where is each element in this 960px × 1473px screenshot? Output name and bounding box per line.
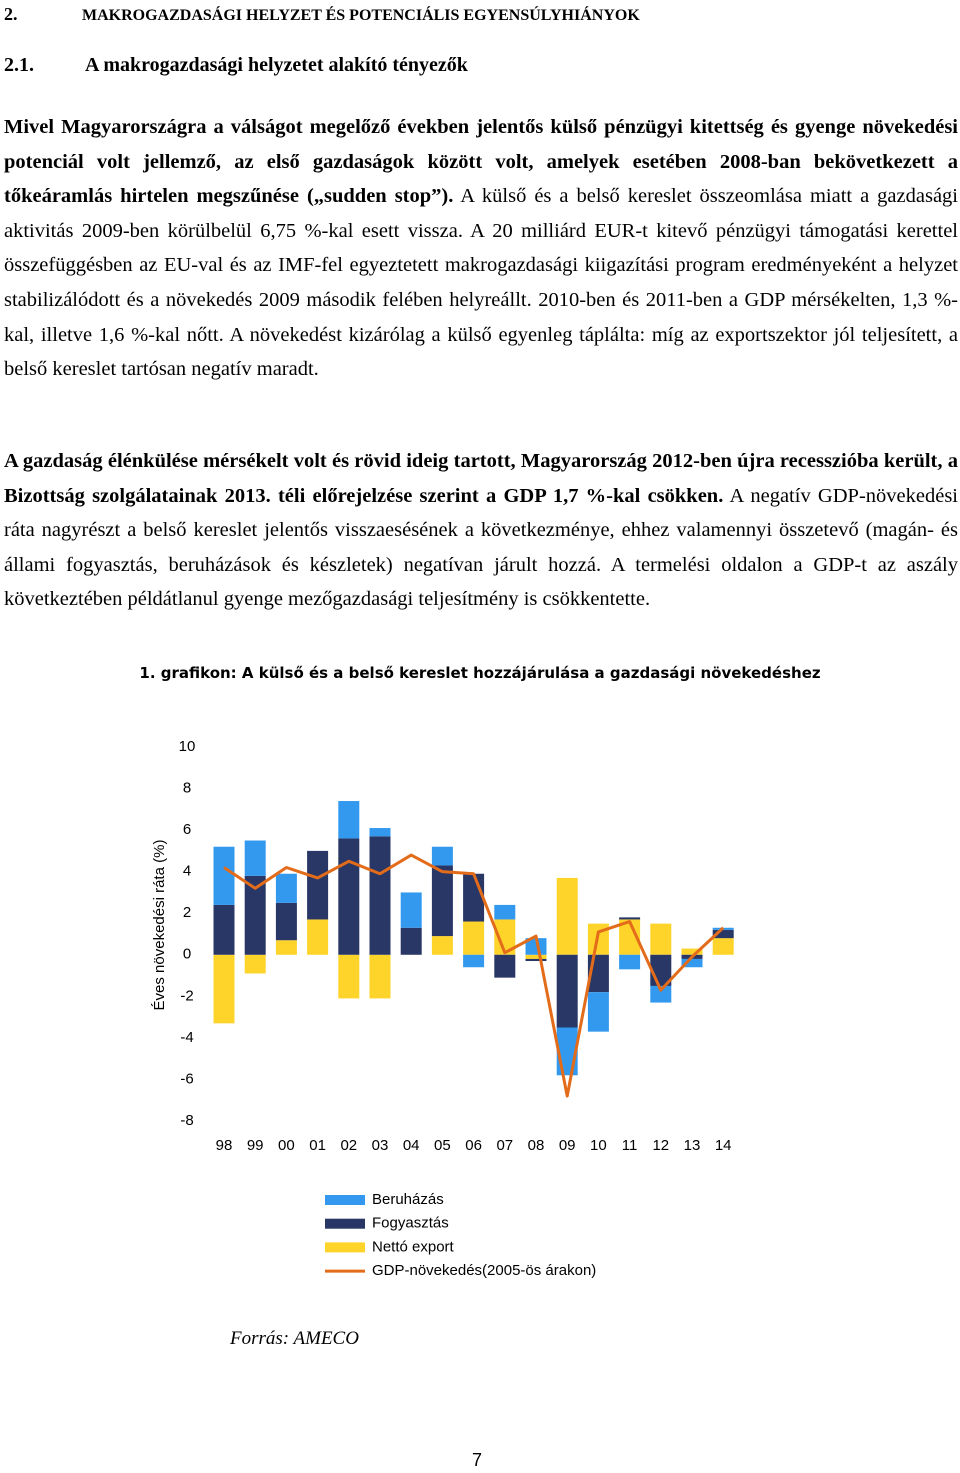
x-tick-label: 14 bbox=[715, 1137, 732, 1154]
page-number: 7 bbox=[472, 1450, 483, 1470]
bar bbox=[525, 938, 547, 955]
x-tick-label: 07 bbox=[496, 1137, 513, 1154]
x-tick-label: 11 bbox=[622, 1137, 638, 1154]
legend-label: Fogyasztás bbox=[372, 1215, 449, 1232]
heading-title: MAKROGAZDASÁGI HELYZET ÉS POTENCIÁLIS EG… bbox=[82, 7, 640, 24]
bar bbox=[681, 958, 703, 968]
y-tick-label: 6 bbox=[183, 821, 191, 838]
bar bbox=[307, 919, 329, 955]
x-tick-label: 13 bbox=[684, 1137, 701, 1154]
bar bbox=[463, 921, 485, 955]
subheading: 2.1. A makrogazdasági helyzetet alakító … bbox=[4, 54, 468, 77]
line bbox=[223, 853, 725, 1098]
bar bbox=[681, 948, 703, 955]
bar bbox=[494, 954, 516, 978]
bar bbox=[587, 992, 609, 1032]
y-tick-label: 2 bbox=[183, 904, 191, 921]
y-tick-label: 10 bbox=[179, 738, 196, 755]
legend-label: Beruházás bbox=[372, 1191, 444, 1208]
bar bbox=[244, 875, 266, 955]
bar bbox=[307, 850, 329, 920]
y-tick-label: -2 bbox=[180, 987, 193, 1004]
y-tick-label: -6 bbox=[180, 1070, 193, 1087]
source: Forrás: AMECO bbox=[230, 1328, 359, 1349]
heading: 2. MAKROGAZDASÁGI HELYZET ÉS POTENCIÁLIS… bbox=[4, 4, 640, 25]
bar bbox=[369, 836, 391, 955]
bar bbox=[244, 840, 266, 876]
x-tick-label: 03 bbox=[372, 1137, 389, 1154]
x-tick-label: 01 bbox=[309, 1137, 326, 1154]
bar bbox=[619, 917, 641, 920]
bar bbox=[213, 954, 235, 1024]
y-tick-label: 0 bbox=[183, 946, 191, 963]
bar bbox=[400, 927, 422, 955]
bar bbox=[525, 954, 547, 959]
bar bbox=[556, 877, 578, 955]
bar bbox=[431, 846, 453, 866]
bar bbox=[213, 904, 235, 955]
bar bbox=[244, 954, 266, 974]
bar bbox=[431, 865, 453, 937]
bar bbox=[275, 873, 297, 903]
x-tick-label: 08 bbox=[528, 1137, 545, 1154]
bar bbox=[712, 929, 734, 939]
bold-text: Mivel Magyarországra a válságot megelőző… bbox=[4, 116, 958, 208]
bar bbox=[494, 919, 516, 955]
bar bbox=[712, 938, 734, 955]
x-tick-label: 12 bbox=[652, 1137, 669, 1154]
x-tick-label: 02 bbox=[340, 1137, 357, 1154]
legend-label: GDP-növekedés(2005-ös árakon) bbox=[372, 1262, 596, 1279]
paragraph: Mivel Magyarországra a válságot megelőző… bbox=[4, 110, 958, 387]
paragraph: A gazdaság élénkülése mérsékelt volt és … bbox=[4, 444, 958, 617]
bar bbox=[463, 873, 485, 922]
bar bbox=[338, 838, 360, 955]
body-text: A negatív GDP-növekedési ráta nagyrészt … bbox=[4, 484, 958, 611]
legend-swatch bbox=[325, 1242, 365, 1253]
x-tick-label: 98 bbox=[216, 1137, 233, 1154]
x-tick-label: 04 bbox=[403, 1137, 420, 1154]
bar bbox=[400, 892, 422, 928]
bar bbox=[431, 936, 453, 955]
figure-title: 1. grafikon: A külső és a belső kereslet… bbox=[139, 664, 821, 682]
x-tick-label: 06 bbox=[465, 1137, 482, 1154]
y-tick-label: -4 bbox=[180, 1029, 193, 1046]
y-tick-label: -8 bbox=[180, 1112, 193, 1129]
x-tick-label: 05 bbox=[434, 1137, 451, 1154]
bar bbox=[275, 940, 297, 955]
legend-label: Nettó export bbox=[372, 1238, 455, 1255]
y-tick-label: 8 bbox=[183, 780, 191, 797]
bar bbox=[463, 954, 485, 968]
bar bbox=[619, 919, 641, 955]
bar bbox=[525, 958, 547, 962]
subheading-title: A makrogazdasági helyzetet alakító ténye… bbox=[85, 54, 468, 76]
bar bbox=[556, 954, 578, 1028]
chart: Éves növekedési ráta (%) -8-6-4-20246810… bbox=[151, 738, 734, 1279]
x-tick-label: 99 bbox=[247, 1137, 264, 1154]
heading-number: 2. bbox=[4, 4, 18, 24]
legend-swatch bbox=[325, 1195, 365, 1205]
y-tick-label: 4 bbox=[183, 863, 191, 880]
bar bbox=[494, 904, 516, 920]
x-tick-label: 00 bbox=[278, 1137, 295, 1154]
bar bbox=[650, 985, 672, 1003]
bar bbox=[619, 954, 641, 970]
bar bbox=[213, 846, 235, 905]
body-text: A külső és a belső kereslet összeomlása … bbox=[4, 185, 959, 381]
y-axis-label: Éves növekedési ráta (%) bbox=[151, 840, 168, 1011]
bar bbox=[650, 923, 672, 955]
x-tick-label: 09 bbox=[559, 1137, 576, 1154]
bar bbox=[369, 954, 391, 999]
subheading-number: 2.1. bbox=[4, 54, 34, 76]
bar bbox=[338, 801, 360, 839]
x-tick-label: 10 bbox=[590, 1137, 607, 1154]
bar bbox=[275, 902, 297, 941]
legend-swatch bbox=[325, 1218, 365, 1229]
bold-text: A gazdaság élénkülése mérsékelt volt és … bbox=[4, 450, 958, 507]
bar bbox=[369, 828, 391, 837]
bar bbox=[338, 954, 360, 999]
